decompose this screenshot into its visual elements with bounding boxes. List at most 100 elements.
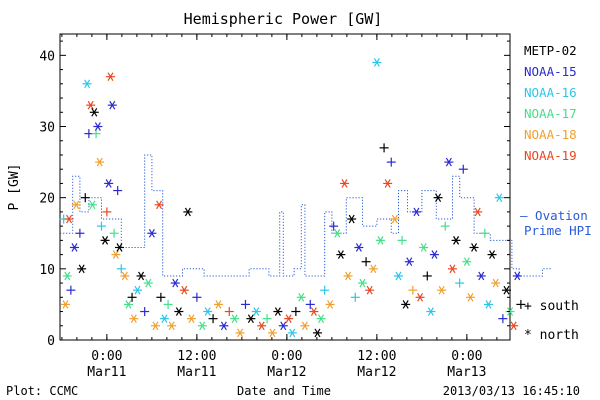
marker-stroke — [204, 307, 211, 316]
marker-stroke — [125, 300, 132, 309]
marker-stroke — [435, 193, 442, 202]
south-plus-marker — [140, 307, 150, 317]
south-plus-marker — [422, 271, 432, 281]
marker-stroke — [314, 328, 321, 338]
x-tick-label-date: Mar13 — [447, 365, 486, 380]
marker-stroke — [420, 243, 427, 252]
legend-north-marker: * north — [524, 328, 579, 343]
south-plus-marker — [113, 186, 123, 196]
north-star-marker — [447, 264, 457, 274]
north-star-marker — [89, 107, 99, 117]
north-star-marker — [483, 300, 493, 309]
north-star-marker — [235, 328, 245, 338]
marker-stroke — [327, 300, 334, 309]
north-star-marker — [372, 58, 382, 67]
marker-stroke — [66, 214, 73, 224]
marker-stroke — [377, 236, 384, 245]
marker-stroke — [427, 307, 434, 316]
marker-stroke — [130, 314, 137, 323]
marker-stroke — [71, 243, 78, 252]
north-star-marker — [312, 328, 322, 338]
legend-item-satellite: METP-02 — [524, 43, 577, 58]
marker-stroke — [478, 271, 485, 281]
y-tick-label: 30 — [39, 121, 55, 136]
north-star-marker — [167, 321, 177, 331]
north-star-marker — [273, 307, 283, 316]
south-plus-marker — [240, 299, 250, 309]
south-plus-marker — [75, 228, 85, 238]
south-plus-marker — [127, 292, 137, 302]
legend-ovation-line2: Prime HPI — [524, 223, 592, 238]
marker-stroke — [94, 122, 101, 131]
marker-stroke — [188, 314, 195, 323]
y-axis-label: P [GW] — [7, 164, 22, 211]
footer-center: Date and Time — [237, 384, 331, 398]
north-star-marker — [186, 314, 196, 323]
marker-stroke — [318, 314, 325, 323]
ovation-hpi-line — [60, 154, 552, 277]
marker-stroke — [62, 300, 69, 309]
marker-stroke — [269, 328, 276, 338]
south-plus-marker — [192, 292, 202, 302]
marker-stroke — [298, 292, 305, 302]
north-star-marker — [174, 307, 184, 316]
marker-stroke — [73, 200, 80, 210]
legend-item-satellite: NOAA-17 — [524, 106, 577, 121]
south-plus-marker — [498, 314, 508, 324]
marker-stroke — [64, 271, 71, 281]
marker-stroke — [395, 271, 402, 281]
legend-south-marker: + south — [524, 299, 579, 314]
south-plus-marker — [320, 285, 330, 295]
north-star-marker — [129, 314, 139, 323]
y-tick-label: 10 — [39, 263, 55, 278]
footer-left: Plot: CCMC — [6, 384, 78, 398]
marker-stroke — [492, 278, 499, 288]
south-plus-marker — [156, 292, 166, 302]
marker-stroke — [152, 321, 159, 331]
north-star-marker — [444, 157, 454, 167]
north-star-marker — [401, 300, 411, 309]
marker-stroke — [449, 264, 456, 274]
marker-stroke — [253, 307, 260, 316]
south-plus-marker — [96, 221, 106, 231]
north-star-marker — [390, 214, 400, 224]
north-star-marker — [296, 292, 306, 302]
marker-stroke — [78, 264, 85, 274]
south-plus-marker — [66, 285, 76, 295]
legend-ovation-line1: — Ovation — [520, 208, 588, 223]
north-star-marker — [404, 257, 414, 267]
marker-stroke — [507, 307, 514, 316]
marker-stroke — [91, 107, 98, 117]
marker-stroke — [514, 271, 521, 281]
south-plus-marker — [291, 307, 301, 317]
north-star-marker — [132, 285, 142, 295]
south-plus-marker — [109, 228, 119, 238]
marker-stroke — [391, 214, 398, 224]
north-star-marker — [87, 200, 97, 210]
legend-item-satellite: NOAA-18 — [524, 127, 577, 142]
marker-stroke — [489, 250, 496, 259]
north-star-marker — [501, 285, 511, 295]
south-plus-marker — [305, 299, 315, 309]
marker-stroke — [258, 321, 265, 331]
points-layer — [59, 58, 526, 338]
north-star-marker — [393, 271, 403, 281]
north-star-marker — [411, 207, 421, 217]
north-star-marker — [332, 228, 342, 238]
x-tick-label-time: 0:00 — [271, 349, 302, 364]
north-star-marker — [336, 250, 346, 259]
marker-stroke — [402, 300, 409, 309]
marker-stroke — [438, 285, 445, 295]
south-plus-marker — [329, 221, 339, 231]
south-plus-marker — [458, 164, 468, 174]
north-star-marker — [104, 179, 114, 188]
south-plus-marker — [91, 129, 101, 139]
marker-stroke — [116, 243, 123, 252]
north-star-marker — [300, 321, 310, 331]
north-star-marker — [64, 214, 74, 224]
north-star-marker — [170, 278, 180, 288]
north-star-marker — [251, 307, 261, 316]
marker-stroke — [417, 292, 424, 302]
marker-stroke — [503, 285, 510, 295]
marker-stroke — [168, 321, 175, 331]
